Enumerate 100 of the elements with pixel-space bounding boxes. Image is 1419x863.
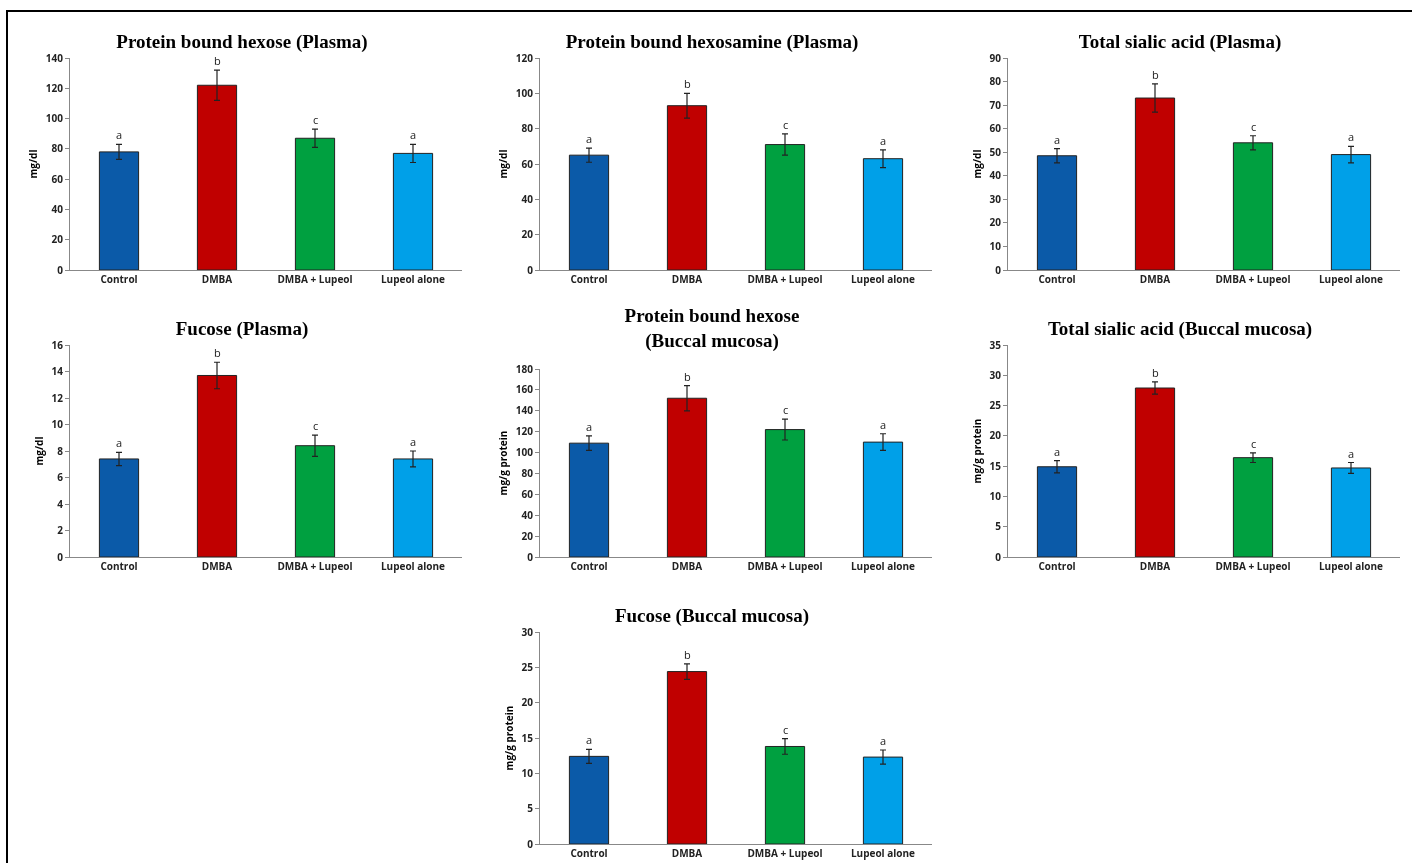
annotation: c [313,112,319,127]
x-tick-label: Lupeol alone [380,559,446,573]
annotation: a [880,417,887,432]
annotation: a [116,435,123,450]
y-tick-label: 5 [995,519,1002,534]
y-tick-label: 16 [51,337,64,352]
y-tick-label: 6 [57,470,64,484]
x-tick-label: DMBA [201,559,233,573]
y-tick-label: 80 [51,141,64,156]
x-tick-label: DMBA + Lupeol [277,272,353,286]
y-tick-label: 15 [989,458,1002,473]
y-tick-label: 100 [515,445,534,460]
x-tick-label: Control [1038,272,1076,286]
y-tick-label: 160 [515,382,534,397]
y-tick-label: 40 [521,191,534,206]
annotation: c [783,117,789,132]
chart-title: Protein bound hexose (Buccal mucosa) [624,304,800,352]
y-tick-label: 80 [521,121,534,136]
annotation: b [684,369,691,384]
x-tick-label: DMBA [201,272,233,286]
y-tick-label: 20 [989,428,1002,443]
y-tick-label: 60 [989,121,1002,136]
y-tick-label: 40 [521,507,534,522]
annotation: b [684,647,691,662]
y-axis-title: mg/dl [495,149,510,179]
annotation: c [313,418,319,433]
y-tick-label: 180 [515,361,534,376]
x-tick-label: Lupeol alone [1318,559,1384,573]
chart-title: Fucose (Buccal mucosa) [614,605,810,628]
annotation: b [1152,365,1159,380]
y-tick-label: 40 [51,201,64,216]
y-tick-label: 10 [989,488,1002,503]
y-tick-label: 0 [57,549,64,564]
annotation: a [1348,446,1355,461]
y-tick-label: 100 [45,111,64,126]
y-tick-label: 60 [521,486,534,501]
x-tick-label: DMBA + Lupeol [747,846,823,860]
annotation: a [1348,129,1355,144]
y-tick-label: 60 [521,156,534,171]
y-axis-title: mg/dl [969,149,984,179]
x-tick-label: DMBA + Lupeol [1215,559,1291,573]
y-tick-label: 20 [521,528,534,543]
chart-title: Protein bound hexosamine (Plasma) [565,31,859,54]
y-tick-label: 40 [989,168,1002,183]
y-tick-label: 2 [57,523,64,537]
x-tick-label: Lupeol alone [850,846,916,860]
chart-title: Fucose (Plasma) [175,318,309,341]
y-tick-label: 120 [515,50,534,65]
x-tick-label: DMBA + Lupeol [747,272,823,286]
x-tick-label: Lupeol alone [850,272,916,286]
y-tick-label: 0 [57,262,64,277]
y-tick-label: 15 [521,730,534,745]
annotation: b [214,345,221,360]
annotation: c [783,402,789,417]
y-tick-label: 0 [527,836,534,851]
annotation: b [684,76,691,91]
y-tick-label: 14 [51,364,64,378]
x-tick-label: DMBA [1139,272,1171,286]
y-axis-title: mg/g protein [501,705,516,771]
y-tick-label: 0 [527,549,534,564]
y-tick-label: 20 [521,695,534,710]
y-tick-label: 8 [57,443,64,458]
x-tick-label: Control [100,559,138,573]
annotation: c [1251,119,1257,134]
x-tick-label: Lupeol alone [850,559,916,573]
y-tick-label: 12 [51,390,64,405]
annotation: b [1152,67,1159,82]
y-tick-label: 30 [989,367,1002,382]
y-axis-title: mg/dl [31,436,46,466]
y-tick-label: 20 [989,215,1002,230]
y-tick-label: 25 [989,398,1002,413]
x-tick-label: DMBA + Lupeol [747,559,823,573]
y-tick-label: 10 [989,238,1002,253]
y-axis-title: mg/dl [25,149,40,179]
annotation: a [880,133,887,148]
y-tick-label: 90 [989,50,1002,65]
annotation: c [783,722,789,737]
y-tick-label: 100 [515,85,534,100]
annotation: a [410,434,417,449]
x-tick-label: DMBA [1139,559,1171,573]
x-tick-label: Control [100,272,138,286]
y-axis-title: mg/g protein [969,418,984,484]
annotation: a [586,419,593,434]
y-tick-label: 120 [45,80,64,95]
annotation: a [1054,132,1061,147]
y-tick-label: 4 [57,496,64,511]
y-tick-label: 30 [989,191,1002,206]
annotation: a [586,131,593,146]
annotation: a [1054,444,1061,459]
x-tick-label: DMBA [671,272,703,286]
chart-title: Total sialic acid (Plasma) [1078,31,1282,54]
y-tick-label: 0 [995,262,1002,277]
x-tick-label: Control [570,272,608,286]
x-tick-label: DMBA [671,846,703,860]
y-tick-label: 10 [521,765,534,780]
annotation: a [586,732,593,747]
y-tick-label: 20 [51,232,64,247]
x-tick-label: Lupeol alone [380,272,446,286]
y-tick-label: 0 [995,549,1002,564]
x-tick-label: Lupeol alone [1318,272,1384,286]
